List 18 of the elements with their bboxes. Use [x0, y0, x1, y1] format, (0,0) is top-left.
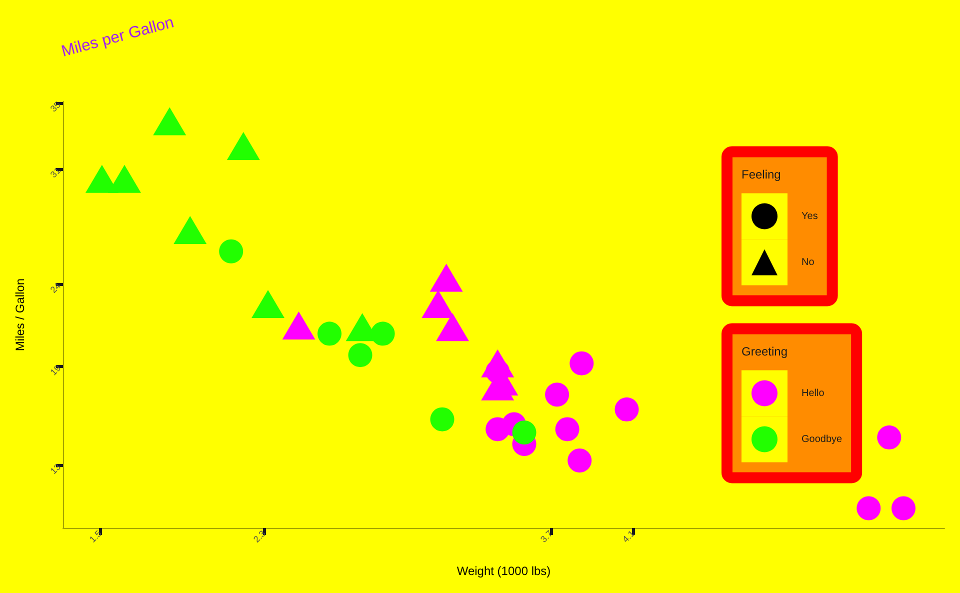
text: Greeting — [742, 344, 788, 358]
text: Goodbye — [802, 434, 843, 445]
y-tick-label: 13 — [48, 462, 63, 476]
y-tick-label: 31 — [48, 165, 63, 180]
x-axis-title: Weight (1000 lbs) — [456, 564, 551, 578]
legend-label: Yes — [802, 210, 818, 222]
y-tick-label: 19 — [48, 363, 63, 378]
text: Feeling — [742, 167, 781, 182]
x-tick-label: 2.3 — [252, 528, 268, 544]
text: Hello — [802, 388, 825, 399]
y-tick-label: 35 — [48, 100, 63, 114]
y-tick-label: 24 — [48, 280, 63, 295]
chart-title: Miles per Gallon — [60, 14, 176, 60]
x-tick-label: 3.7 — [538, 528, 554, 544]
y-axis-title: Miles / Gallon — [13, 278, 27, 352]
x-tick-label: 1.5 — [88, 528, 104, 544]
x-tick-label: 4.1 — [620, 528, 636, 544]
legend-label: No — [802, 256, 815, 268]
